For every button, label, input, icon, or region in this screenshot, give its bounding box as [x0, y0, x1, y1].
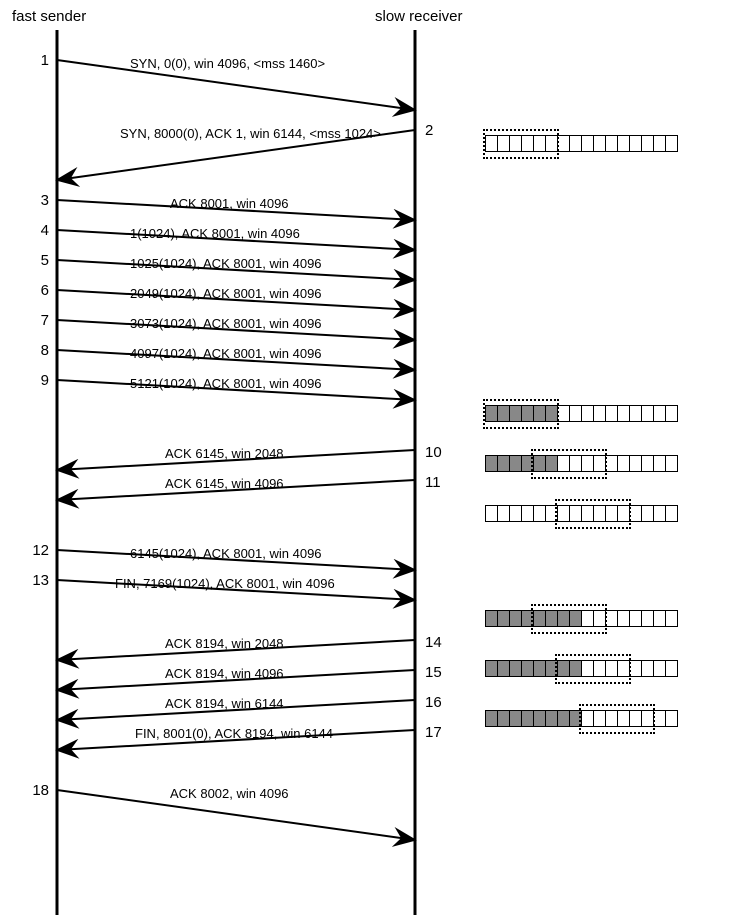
window-5: [555, 654, 631, 684]
seq-num-11: 11: [425, 474, 455, 491]
msg-8: 4097(1024), ACK 8001, win 4096: [130, 346, 322, 361]
seq-num-9: 9: [19, 372, 49, 389]
msg-6: 2049(1024), ACK 8001, win 4096: [130, 286, 322, 301]
seq-num-18: 18: [19, 782, 49, 799]
window-1: [483, 399, 559, 429]
msg-14: ACK 8194, win 2048: [165, 636, 284, 651]
msg-18: ACK 8002, win 4096: [170, 786, 289, 801]
window-6: [579, 704, 655, 734]
msg-4: 1(1024), ACK 8001, win 4096: [130, 226, 300, 241]
msg-5: 1025(1024), ACK 8001, win 4096: [130, 256, 322, 271]
msg-17: FIN, 8001(0), ACK 8194, win 6144: [135, 726, 333, 741]
seq-num-6: 6: [19, 282, 49, 299]
seq-num-15: 15: [425, 664, 455, 681]
msg-11: ACK 6145, win 4096: [165, 476, 284, 491]
msg-10: ACK 6145, win 2048: [165, 446, 284, 461]
seq-num-3: 3: [19, 192, 49, 209]
seq-num-5: 5: [19, 252, 49, 269]
seq-num-16: 16: [425, 694, 455, 711]
seq-num-10: 10: [425, 444, 455, 461]
seq-num-17: 17: [425, 724, 455, 741]
msg-9: 5121(1024), ACK 8001, win 4096: [130, 376, 322, 391]
seq-num-12: 12: [19, 542, 49, 559]
seq-num-8: 8: [19, 342, 49, 359]
seq-num-1: 1: [19, 52, 49, 69]
msg-12: 6145(1024), ACK 8001, win 4096: [130, 546, 322, 561]
msg-7: 3073(1024), ACK 8001, win 4096: [130, 316, 322, 331]
msg-1: SYN, 0(0), win 4096, <mss 1460>: [130, 56, 325, 71]
msg-2: SYN, 8000(0), ACK 1, win 6144, <mss 1024…: [120, 126, 381, 141]
window-2: [531, 449, 607, 479]
window-4: [531, 604, 607, 634]
seq-num-4: 4: [19, 222, 49, 239]
window-3: [555, 499, 631, 529]
seq-num-13: 13: [19, 572, 49, 589]
window-0: [483, 129, 559, 159]
msg-13: FIN, 7169(1024), ACK 8001, win 4096: [115, 576, 335, 591]
msg-16: ACK 8194, win 6144: [165, 696, 284, 711]
seq-num-2: 2: [425, 122, 455, 139]
tcp-sequence-diagram: fast sender slow receiver 1SYN, 0(0), wi…: [0, 0, 739, 917]
msg-15: ACK 8194, win 4096: [165, 666, 284, 681]
msg-3: ACK 8001, win 4096: [170, 196, 289, 211]
seq-num-7: 7: [19, 312, 49, 329]
seq-num-14: 14: [425, 634, 455, 651]
